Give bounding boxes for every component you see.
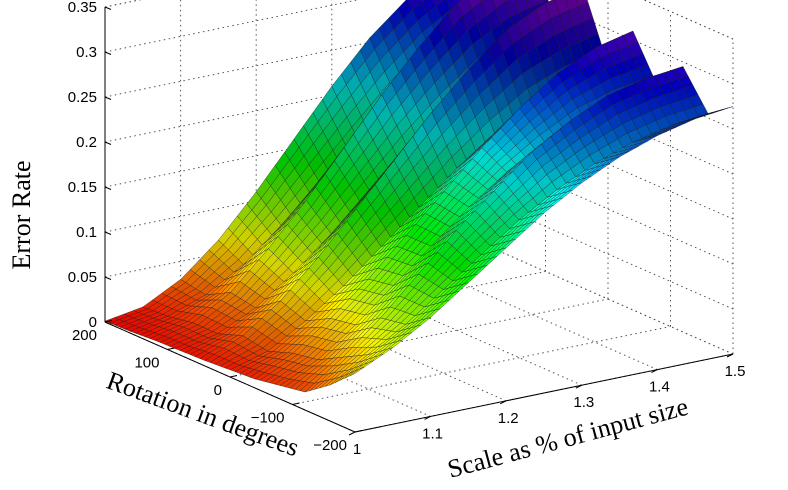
x-tick-mark	[348, 431, 356, 436]
y-tick-label: 0	[214, 382, 222, 399]
y-tick-mark	[354, 430, 363, 433]
grid-line	[482, 153, 734, 265]
grid-line	[482, 198, 734, 310]
x-tick-mark	[651, 369, 658, 374]
x-tick-mark	[575, 384, 583, 389]
z-tick-label: 0.15	[68, 179, 97, 196]
y-tick-mark	[292, 402, 300, 405]
z-tick-label: 0.25	[68, 89, 97, 106]
z-tick-label: 0.05	[68, 269, 97, 286]
y-tick-mark	[229, 375, 238, 378]
x-tick-label: 1.2	[498, 410, 519, 427]
y-tick-label: 200	[72, 327, 97, 344]
grid-line	[482, 108, 734, 220]
x-axis-line	[354, 353, 734, 433]
z-tick-label: 0.1	[76, 224, 97, 241]
x-tick-label: 1.1	[422, 425, 443, 442]
z-tick-mark	[104, 321, 112, 325]
z-tick-mark	[104, 231, 112, 235]
z-tick-label: 0.35	[68, 0, 97, 16]
y-tick-label: −100	[251, 410, 285, 427]
z-tick-mark	[104, 276, 112, 280]
z-tick-mark	[104, 186, 112, 190]
grid-line	[482, 63, 734, 175]
x-tick-mark	[726, 353, 734, 358]
y-tick-label: 100	[134, 355, 159, 372]
tick-layer: 1 1.1 1.2 1.3 1.4 1.5 200 100 0 −100 −200 0 0.05 0.1 0…	[68, 0, 746, 458]
z-tick-mark	[104, 96, 112, 100]
x-tick-mark	[499, 400, 507, 405]
y-tick-mark	[167, 347, 175, 350]
x-tick-label: 1.4	[649, 379, 670, 396]
x-tick-label: 1.5	[725, 363, 746, 380]
grid-line	[180, 305, 431, 417]
grid-line	[643, 0, 734, 40]
z-axis-label: Error Rate	[7, 160, 36, 269]
z-tick-label: 0.2	[76, 134, 97, 151]
surface-patch	[349, 366, 365, 376]
grid-line	[407, 259, 658, 371]
z-tick-label: 0	[89, 314, 97, 331]
x-tick-label: 1.3	[573, 394, 594, 411]
z-tick-mark	[104, 6, 112, 10]
grid-line	[482, 243, 734, 355]
grid-line	[540, 0, 734, 85]
x-tick-label: 1	[353, 441, 361, 458]
x-tick-mark	[424, 415, 431, 420]
y-tick-mark	[104, 320, 113, 323]
z-tick-mark	[104, 51, 112, 55]
grid-line	[255, 290, 507, 402]
z-tick-mark	[104, 141, 112, 145]
surface-layer	[104, 0, 734, 393]
frame-layer	[104, 6, 734, 436]
y-tick-label: −200	[313, 437, 347, 454]
grid-line	[331, 274, 583, 386]
z-tick-label: 0.3	[76, 44, 97, 61]
